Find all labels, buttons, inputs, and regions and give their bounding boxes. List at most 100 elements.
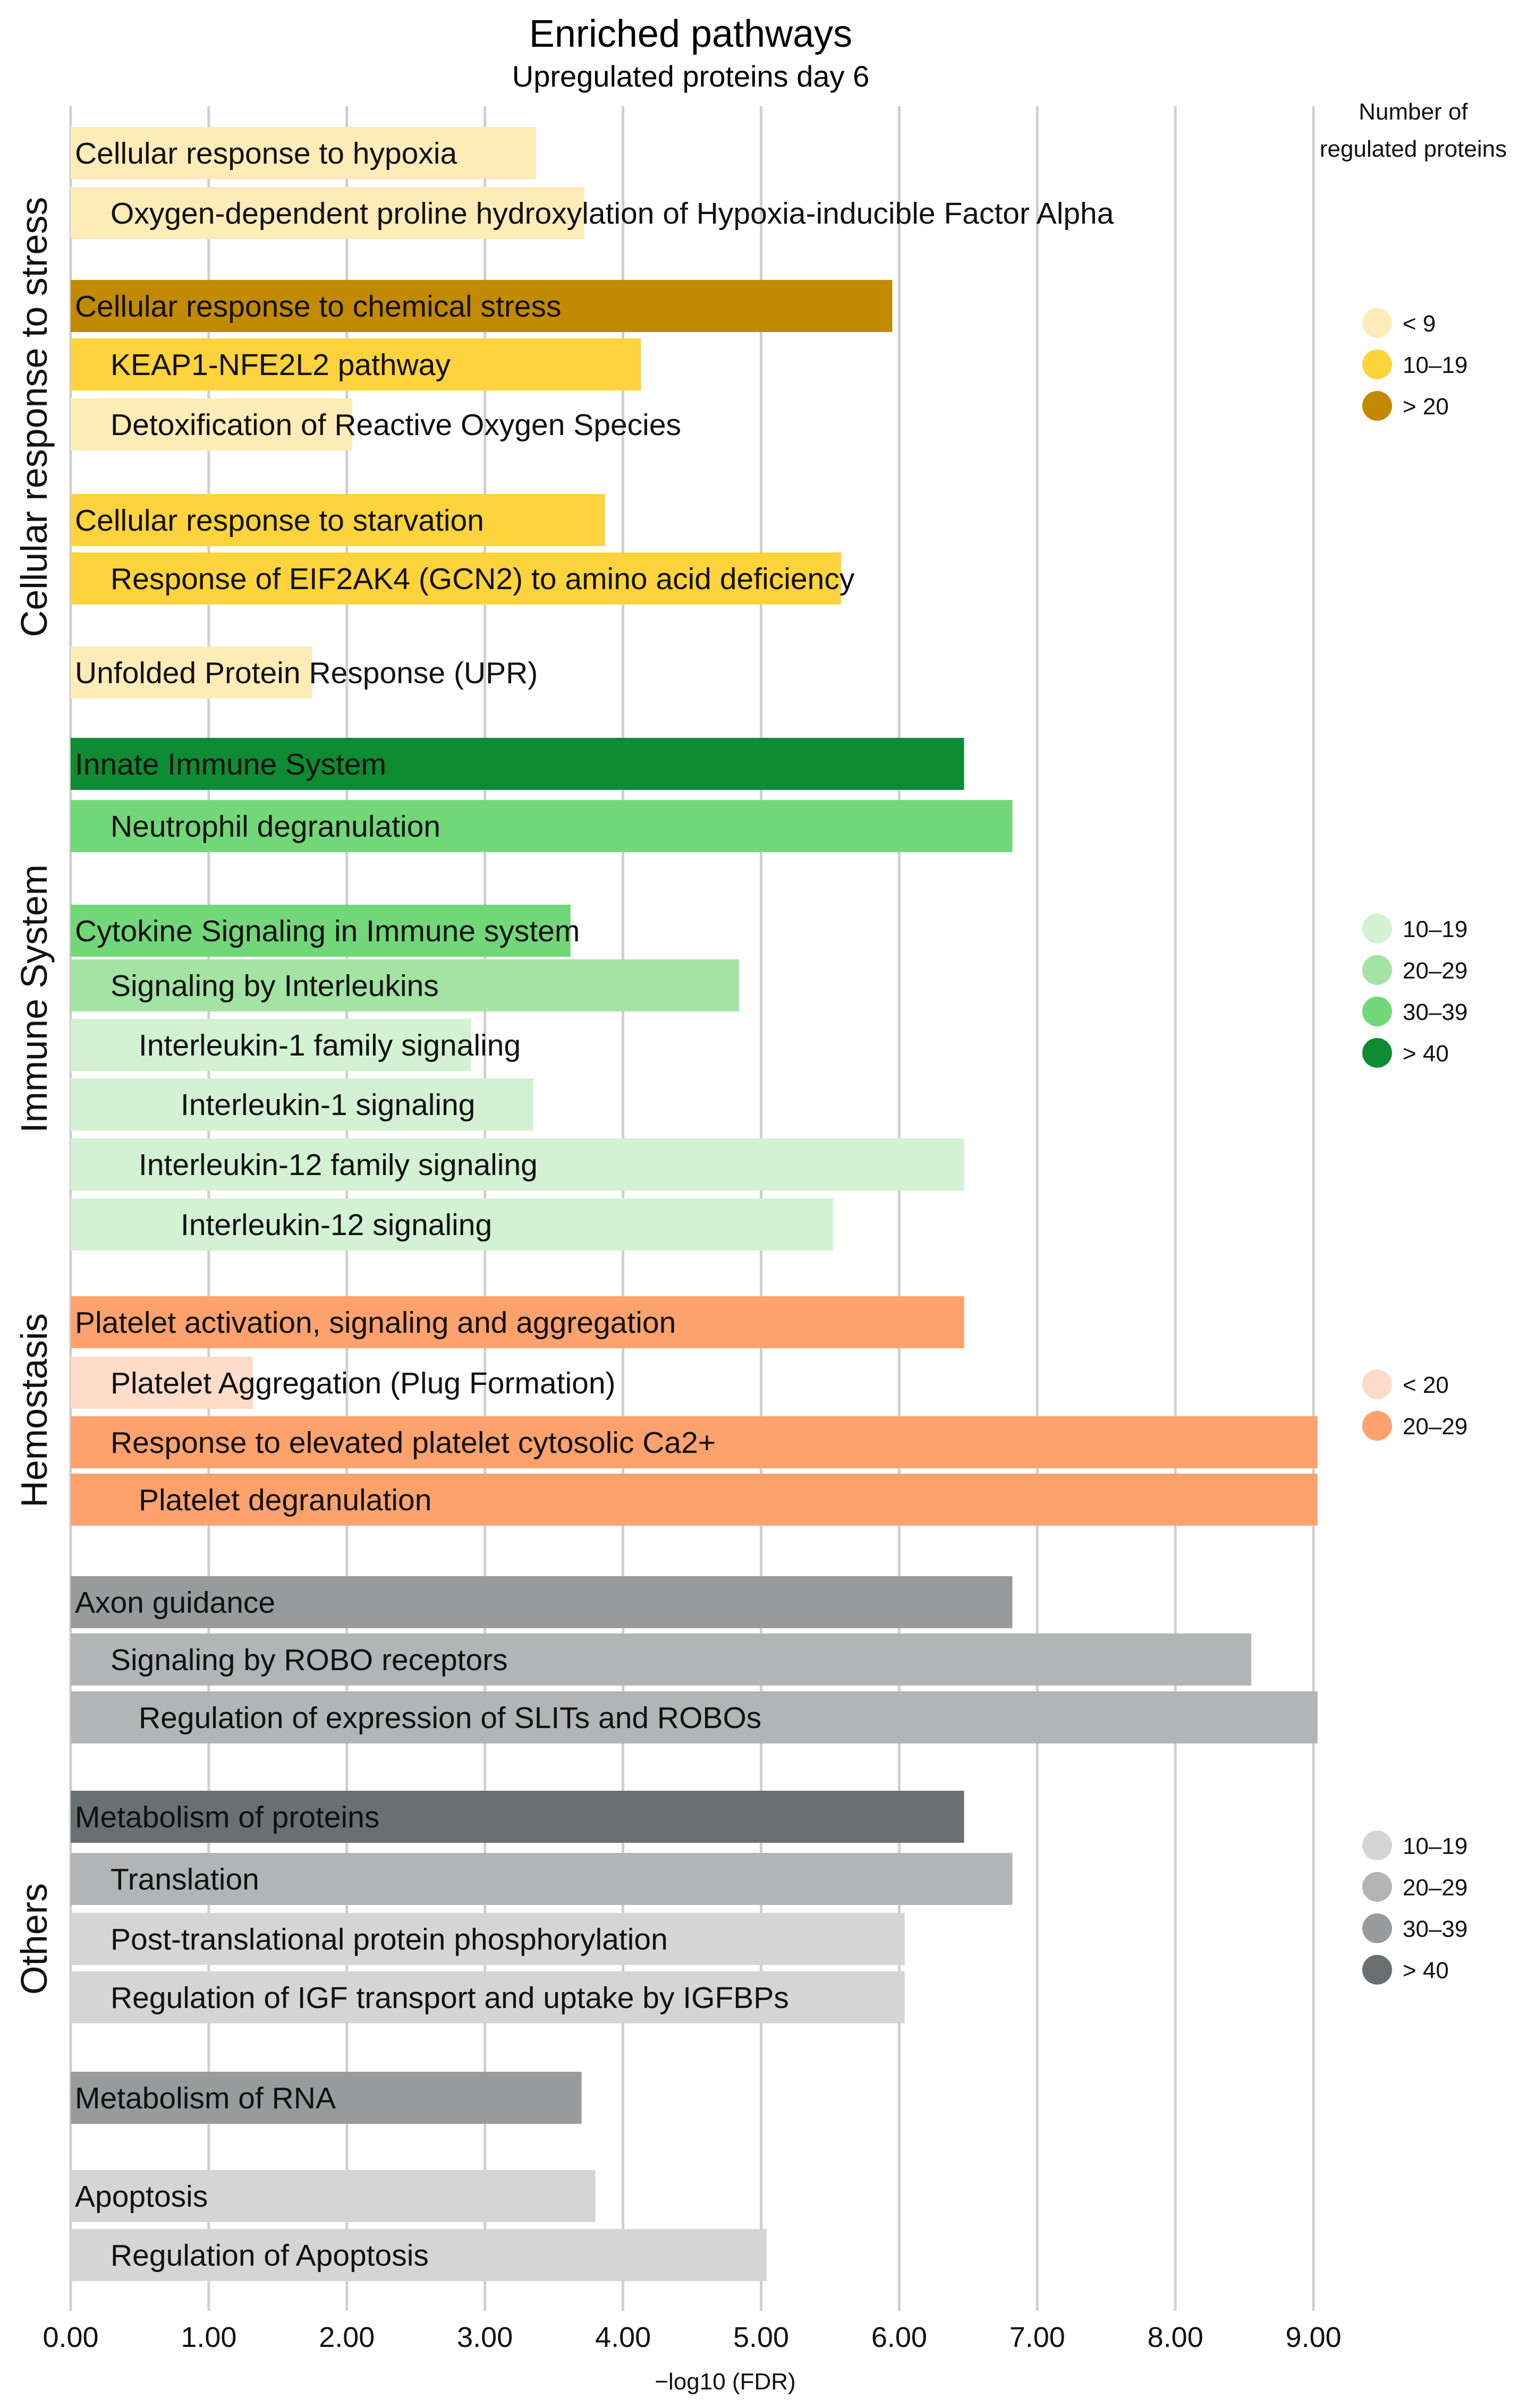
bar — [71, 398, 353, 450]
legend-swatch — [1362, 1872, 1392, 1902]
bar — [71, 1474, 1318, 1526]
group-label: Hemostasis — [13, 1313, 55, 1508]
group-label: Others — [13, 1883, 55, 1995]
legend-title-line-2: regulated proteins — [1320, 136, 1507, 162]
bar-label: Platelet Aggregation (Plug Formation) — [111, 1366, 616, 1400]
x-axis-ticks: 0.00 1.00 2.00 3.00 4.00 5.00 6.00 7.00 8.00 9.00 — [43, 2321, 1341, 2353]
bar — [71, 552, 842, 605]
legend-label: 30–39 — [1403, 999, 1467, 1025]
legend-swatch — [1362, 914, 1392, 943]
bar-label: Response of EIF2AK4 (GCN2) to amino acid… — [111, 562, 855, 596]
bar — [71, 494, 605, 546]
bar-label: Interleukin-1 signaling — [181, 1088, 476, 1122]
bar-label: Platelet degranulation — [139, 1483, 431, 1517]
legend-label: 10–19 — [1403, 352, 1467, 378]
legend-swatch — [1362, 1038, 1392, 1068]
bar — [71, 338, 641, 390]
bar — [71, 187, 584, 239]
bar — [71, 1078, 533, 1130]
group-label: Immune System — [13, 864, 55, 1133]
bar — [71, 1633, 1252, 1686]
legend-swatch — [1362, 955, 1392, 985]
legend-label: < 9 — [1403, 311, 1436, 337]
bar — [71, 905, 571, 957]
legend-swatch — [1362, 1955, 1392, 1985]
legend-swatch — [1362, 1913, 1392, 1943]
bar-label: Apoptosis — [75, 2180, 208, 2214]
legend-swatch — [1362, 1831, 1392, 1860]
bar-label: Cellular response to starvation — [75, 504, 484, 538]
bar — [71, 1576, 1013, 1628]
bar — [71, 2229, 767, 2281]
bar-label: Unfolded Protein Response (UPR) — [75, 656, 538, 690]
bar — [71, 127, 536, 179]
bar — [71, 800, 1013, 852]
legends: < 9 10–19 > 20 10–19 20–29 30–39 > 40 < 20 20–29… — [1362, 308, 1467, 1985]
bar-layer: Cellular response to hypoxia Oxygen-depen… — [71, 127, 1318, 2281]
axis-layer: Enriched pathways Upregulated proteins d… — [512, 13, 1507, 2395]
x-tick-label: 8.00 — [1148, 2321, 1203, 2353]
bar — [71, 1416, 1318, 1468]
legend-swatch — [1362, 350, 1392, 379]
legend-label: 10–19 — [1403, 1833, 1467, 1859]
bar-label: Cellular response to chemical stress — [75, 290, 562, 324]
x-tick-label: 5.00 — [733, 2321, 789, 2353]
legend-label: 10–19 — [1403, 916, 1467, 942]
bar-label: Axon guidance — [75, 1586, 275, 1620]
bar-label: Regulation of IGF transport and uptake b… — [111, 1981, 789, 2015]
bar — [71, 1913, 905, 1965]
legend-swatch — [1362, 1411, 1392, 1441]
bar-label: Interleukin-12 family signaling — [139, 1148, 538, 1182]
x-tick-label: 1.00 — [181, 2321, 236, 2353]
bar-label: Interleukin-12 signaling — [181, 1208, 492, 1242]
x-tick-label: 7.00 — [1009, 2321, 1065, 2353]
bar-label: Cytokine Signaling in Immune system — [75, 914, 580, 948]
bar-label: Signaling by ROBO receptors — [111, 1643, 508, 1677]
bar — [71, 1853, 1013, 1905]
bar-label: KEAP1-NFE2L2 pathway — [111, 348, 451, 382]
bar-label: Translation — [111, 1862, 259, 1896]
bar-label: Neutrophil degranulation — [111, 810, 440, 844]
x-tick-label: 6.00 — [871, 2321, 927, 2353]
bar — [71, 1691, 1318, 1743]
bar — [71, 2170, 596, 2222]
bar-label: Platelet activation, signaling and aggre… — [75, 1306, 676, 1340]
legend-swatch — [1362, 1369, 1392, 1399]
bar — [71, 1791, 964, 1843]
legend-label: 20–29 — [1403, 1875, 1467, 1901]
chart-subtitle: Upregulated proteins day 6 — [512, 59, 869, 93]
legend-label: 20–29 — [1403, 1414, 1467, 1440]
bar-label: Metabolism of RNA — [75, 2081, 336, 2115]
bar — [71, 646, 312, 699]
bar — [71, 959, 739, 1011]
x-tick-label: 4.00 — [595, 2321, 651, 2353]
group-label: Cellular response to stress — [13, 197, 55, 637]
x-tick-label: 3.00 — [457, 2321, 513, 2353]
bar-label: Response to elevated platelet cytosolic … — [111, 1426, 716, 1460]
legend-label: > 40 — [1403, 1958, 1449, 1984]
x-tick-label: 2.00 — [319, 2321, 375, 2353]
bar-label: Oxygen-dependent proline hydroxylation o… — [111, 197, 1114, 231]
legend-label: > 20 — [1403, 394, 1449, 420]
bar — [71, 1138, 964, 1190]
legend-swatch — [1362, 997, 1392, 1026]
chart-title: Enriched pathways — [529, 13, 852, 55]
bar-label: Post-translational protein phosphorylati… — [111, 1922, 668, 1956]
bar — [71, 1019, 471, 1071]
bar-label: Cellular response to hypoxia — [75, 137, 457, 171]
bar — [71, 280, 893, 332]
legend-label: 30–39 — [1403, 1916, 1467, 1942]
bar-label: Regulation of Apoptosis — [111, 2239, 429, 2273]
x-axis-label: −log10 (FDR) — [655, 2369, 795, 2395]
bar-label: Innate Immune System — [75, 747, 386, 781]
legend-label: > 40 — [1403, 1041, 1449, 1067]
x-tick-label: 9.00 — [1286, 2321, 1342, 2353]
bar-label: Interleukin-1 family signaling — [139, 1028, 521, 1062]
legend-title-line-1: Number of — [1359, 99, 1468, 125]
bar-label: Metabolism of proteins — [75, 1800, 379, 1834]
bar — [71, 1198, 833, 1250]
legend-label: < 20 — [1403, 1372, 1449, 1398]
bar — [71, 738, 964, 790]
group-labels: Cellular response to stress Immune System… — [13, 197, 55, 1995]
